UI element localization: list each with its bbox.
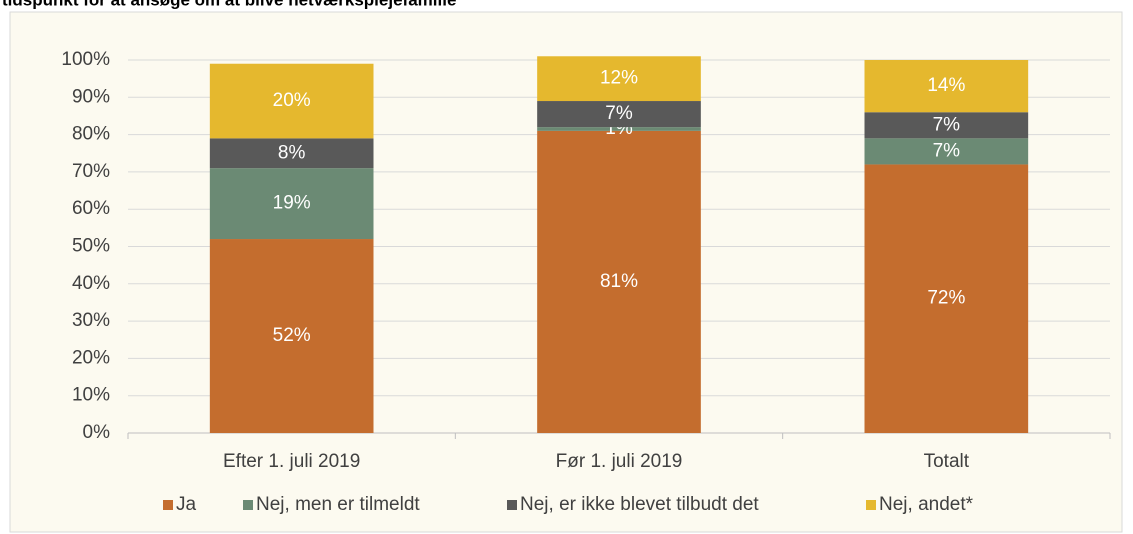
legend-label: Nej, er ikke blevet tilbudt det bbox=[520, 494, 759, 515]
x-tick-label: Før 1. juli 2019 bbox=[556, 451, 683, 472]
bar-segment bbox=[864, 164, 1029, 433]
bar-segment bbox=[537, 101, 701, 128]
x-tick-label: Efter 1. juli 2019 bbox=[223, 451, 360, 472]
bar-segment bbox=[864, 112, 1029, 139]
legend-swatch bbox=[163, 500, 173, 510]
y-tick-label: 70% bbox=[72, 161, 110, 182]
y-tick-label: 90% bbox=[72, 86, 110, 107]
data-label: 7% bbox=[933, 114, 961, 135]
y-tick-label: 80% bbox=[72, 124, 110, 145]
bar-segment bbox=[537, 130, 701, 433]
legend-label: Nej, men er tilmeldt bbox=[256, 494, 420, 515]
bar-segment bbox=[537, 127, 701, 131]
y-tick-label: 10% bbox=[72, 385, 110, 406]
bar-segment bbox=[864, 138, 1029, 165]
bar-segment bbox=[209, 168, 374, 240]
bar-segment bbox=[209, 63, 374, 139]
y-tick-label: 20% bbox=[72, 347, 110, 368]
x-tick-label: Totalt bbox=[924, 451, 970, 472]
data-label: 81% bbox=[600, 271, 638, 292]
y-tick-label: 30% bbox=[72, 310, 110, 331]
data-label: 8% bbox=[278, 142, 306, 163]
bar-segment bbox=[864, 60, 1029, 113]
data-label: 7% bbox=[933, 140, 961, 161]
data-label: 52% bbox=[273, 325, 311, 346]
legend-swatch bbox=[507, 500, 517, 510]
bar-segment bbox=[537, 56, 701, 102]
legend-swatch bbox=[243, 500, 253, 510]
y-tick-label: 0% bbox=[83, 422, 111, 443]
data-label: 20% bbox=[273, 90, 311, 111]
data-label: 12% bbox=[600, 68, 638, 89]
data-label: 14% bbox=[927, 75, 965, 96]
bar-segment bbox=[209, 138, 374, 169]
y-tick-label: 50% bbox=[72, 236, 110, 257]
bar-segment bbox=[209, 239, 374, 433]
data-label: 72% bbox=[927, 288, 965, 309]
legend-swatch bbox=[866, 500, 876, 510]
legend-label: Nej, andet* bbox=[879, 494, 974, 515]
y-tick-label: 60% bbox=[72, 198, 110, 219]
data-label: 19% bbox=[273, 193, 311, 214]
data-label: 7% bbox=[605, 103, 633, 124]
legend-label: Ja bbox=[176, 494, 197, 515]
chart-title: tidspunkt for at ansøge om at blive netv… bbox=[2, 0, 456, 9]
y-tick-label: 40% bbox=[72, 273, 110, 294]
y-tick-label: 100% bbox=[61, 49, 110, 70]
